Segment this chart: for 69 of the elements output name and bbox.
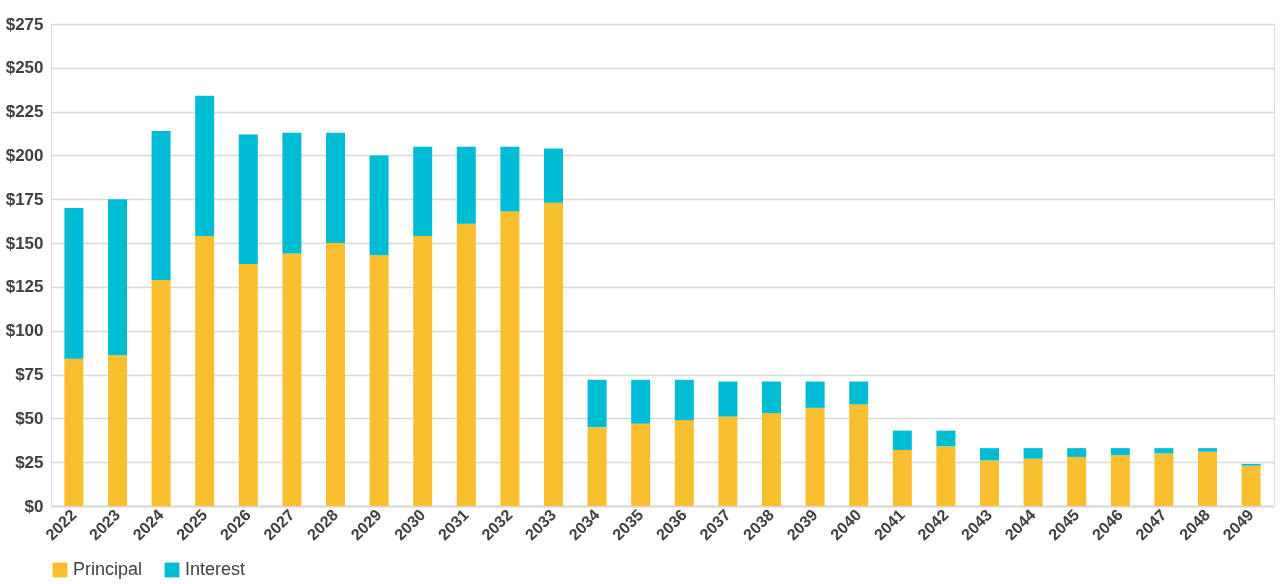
bar — [369, 255, 389, 506]
bar — [413, 146, 433, 237]
bar — [980, 460, 1000, 506]
bar — [1110, 455, 1130, 506]
bar — [718, 381, 738, 417]
bar — [238, 264, 258, 506]
bar — [500, 211, 520, 506]
y-tick-label: $225 — [5, 102, 44, 122]
bar — [456, 146, 476, 224]
bar — [936, 446, 956, 506]
y-tick-label: $125 — [5, 277, 44, 297]
legend-label: Interest — [185, 559, 246, 579]
bar — [762, 413, 781, 506]
bar — [674, 420, 694, 506]
y-tick-label: $100 — [5, 321, 44, 341]
bar — [64, 358, 84, 506]
bar — [631, 379, 651, 424]
bar — [631, 423, 651, 506]
bar — [892, 430, 912, 450]
bar — [151, 130, 171, 280]
bar — [1241, 465, 1261, 506]
bar — [544, 148, 563, 203]
bar — [1198, 448, 1218, 452]
bar — [1067, 456, 1087, 506]
bar — [195, 236, 215, 506]
bar — [1023, 458, 1043, 506]
bar — [1023, 448, 1043, 459]
bar — [64, 208, 84, 359]
bar — [1154, 448, 1174, 454]
y-tick-label: $175 — [5, 189, 44, 209]
bar — [1198, 451, 1218, 506]
y-tick-label: $250 — [5, 58, 44, 78]
bar — [413, 236, 433, 506]
bar — [1154, 453, 1174, 506]
bar — [892, 449, 912, 506]
bar — [980, 448, 1000, 461]
bar — [544, 202, 563, 506]
bar — [107, 199, 127, 356]
bar — [325, 132, 345, 244]
bar — [936, 430, 956, 447]
bar — [762, 381, 781, 414]
legend-label: Principal — [73, 559, 143, 579]
bar — [587, 427, 607, 506]
y-tick-label: $150 — [5, 233, 44, 253]
bar — [849, 381, 869, 405]
y-tick-label: $25 — [15, 452, 44, 472]
bar — [282, 253, 302, 506]
bar — [674, 379, 694, 421]
bar — [369, 155, 389, 256]
y-tick-label: $50 — [15, 408, 44, 428]
y-tick-label: $75 — [15, 365, 44, 385]
bar — [1067, 448, 1087, 457]
bar — [456, 223, 476, 506]
y-tick-label: $200 — [5, 145, 44, 165]
bar — [238, 134, 258, 265]
bar — [805, 381, 825, 408]
y-tick-label: $275 — [5, 14, 44, 34]
bar — [325, 243, 345, 506]
bar — [282, 132, 302, 254]
bar — [718, 416, 738, 506]
bar — [500, 146, 520, 212]
y-tick-label: $0 — [24, 496, 44, 516]
bar — [107, 355, 127, 506]
bar — [151, 279, 171, 506]
bar — [195, 95, 215, 237]
bar — [1110, 448, 1130, 456]
bar — [849, 404, 869, 506]
bar — [587, 379, 607, 428]
bar — [805, 407, 825, 506]
